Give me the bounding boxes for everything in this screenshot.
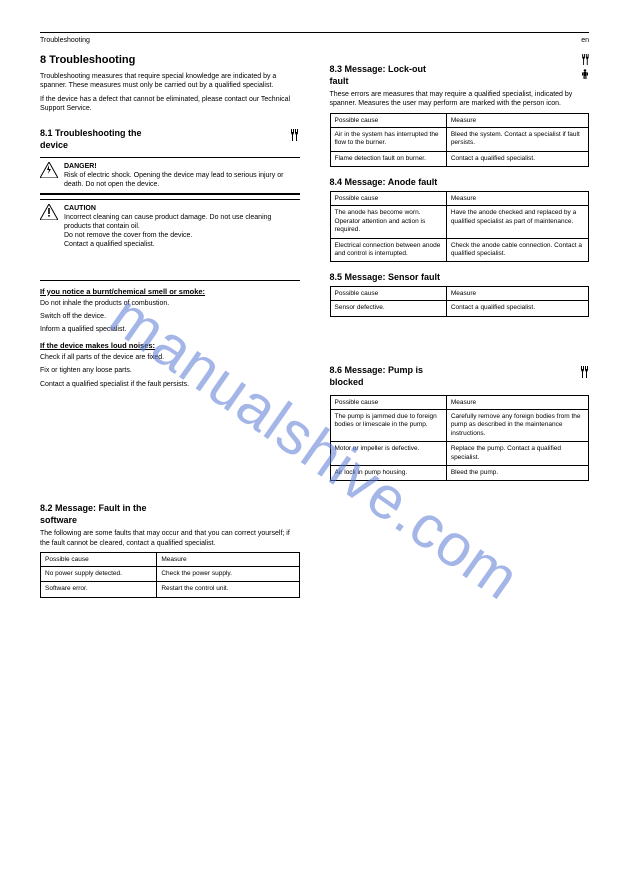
lightning-icon — [40, 162, 58, 189]
table-header: Possible cause — [41, 553, 157, 567]
table-cell: Flame detection fault on burner. — [330, 151, 446, 166]
table-cell: Check the power supply. — [157, 567, 299, 582]
table-cell: Replace the pump. Contact a qualified sp… — [446, 442, 588, 466]
intro-2: If the device has a defect that cannot b… — [40, 95, 300, 114]
table-cell: Carefully remove any foreign bodies from… — [446, 409, 588, 441]
table-pump: Possible cause Measure The pump is jamme… — [330, 395, 590, 482]
table-cell: Contact a qualified specialist. — [446, 301, 588, 316]
table-cell: The anode has become worn. Operator atte… — [330, 206, 446, 238]
section-8-2-title-a: 8.2 Message: Fault in the — [40, 503, 300, 513]
caution-title: CAUTION — [64, 204, 300, 213]
spanner-icon — [577, 366, 589, 380]
table-cell: Electrical connection between anode and … — [330, 238, 446, 262]
table-cell: Check the anode cable connection. Contac… — [446, 238, 588, 262]
spanner-icon — [580, 54, 589, 67]
person-icon — [581, 69, 589, 82]
table-cell: Bleed the pump. — [446, 466, 588, 481]
smell-2: Switch off the device. — [40, 312, 300, 321]
table-header: Measure — [446, 395, 588, 409]
smell-heading: If you notice a burnt/chemical smell or … — [40, 287, 300, 296]
section-8-6-title-a: 8.6 Message: Pump is — [330, 365, 424, 375]
smell-1: Do not inhale the products of combustion… — [40, 299, 300, 308]
spanner-icon — [288, 129, 300, 143]
section-8-3-title-a: 8.3 Message: Lock-out — [330, 64, 427, 74]
noise-3: Contact a qualified specialist if the fa… — [40, 380, 300, 389]
section-8-5-title: 8.5 Message: Sensor fault — [330, 272, 590, 282]
section-8-2-title-b: software — [40, 515, 300, 525]
table-header: Measure — [446, 192, 588, 206]
intro-1: Troubleshooting measures that require sp… — [40, 72, 300, 91]
table-header: Measure — [157, 553, 299, 567]
table-anode: Possible cause Measure The anode has bec… — [330, 191, 590, 262]
noise-1: Check if all parts of the device are fix… — [40, 353, 300, 362]
danger-title: DANGER! — [64, 162, 300, 171]
caution-body-c: Contact a qualified specialist. — [64, 240, 300, 249]
header-left: Troubleshooting — [40, 37, 90, 44]
table-cell: Have the anode checked and replaced by a… — [446, 206, 588, 238]
section-8-1-title-a: 8.1 Troubleshooting the — [40, 128, 142, 138]
table-header: Possible cause — [330, 287, 446, 301]
table-cell: Air in the system has interrupted the fl… — [330, 127, 446, 151]
caution-block: CAUTION Incorrect cleaning can cause pro… — [40, 204, 300, 249]
table-header: Possible cause — [330, 113, 446, 127]
table-cell: Sensor defective. — [330, 301, 446, 316]
top-rule — [40, 32, 589, 33]
section-8-6-title-b: blocked — [330, 377, 424, 387]
caution-body-b: Do not remove the cover from the device. — [64, 231, 300, 240]
table-cell: Software error. — [41, 582, 157, 597]
table-lockout: Possible cause Measure Air in the system… — [330, 113, 590, 167]
section-8-title: 8 Troubleshooting — [40, 54, 300, 66]
table-cell: No power supply detected. — [41, 567, 157, 582]
section-8-3-title-b: fault — [330, 76, 427, 86]
header-right: en — [581, 37, 589, 44]
page-header: Troubleshooting en — [40, 37, 589, 44]
caution-body-a: Incorrect cleaning can cause product dam… — [64, 213, 300, 231]
sw-intro: The following are some faults that may o… — [40, 529, 300, 548]
table-header: Measure — [446, 113, 588, 127]
table-cell: Motor or impeller is defective. — [330, 442, 446, 466]
lockout-intro: These errors are measures that may requi… — [330, 90, 590, 109]
section-8-1-heading: 8.1 Troubleshooting the device — [40, 118, 300, 154]
table-header: Measure — [446, 287, 588, 301]
noise-heading: If the device makes loud noises: — [40, 341, 300, 350]
table-sensor: Possible cause Measure Sensor defective.… — [330, 286, 590, 316]
danger-body: Risk of electric shock. Opening the devi… — [64, 171, 300, 189]
table-cell: The pump is jammed due to foreign bodies… — [330, 409, 446, 441]
danger-block: DANGER! Risk of electric shock. Opening … — [40, 162, 300, 189]
noise-2: Fix or tighten any loose parts. — [40, 366, 300, 375]
section-8-4-title: 8.4 Message: Anode fault — [330, 177, 590, 187]
table-header: Possible cause — [330, 192, 446, 206]
section-8-1-title-b: device — [40, 140, 142, 150]
caution-icon — [40, 204, 58, 249]
table-cell: Bleed the system. Contact a specialist i… — [446, 127, 588, 151]
table-cell: Restart the control unit. — [157, 582, 299, 597]
icon-stack — [580, 54, 589, 82]
table-software-fault: Possible cause Measure No power supply d… — [40, 552, 300, 598]
table-header: Possible cause — [330, 395, 446, 409]
smell-3: Inform a qualified specialist. — [40, 325, 300, 334]
table-cell: Air lock in pump housing. — [330, 466, 446, 481]
table-cell: Contact a qualified specialist. — [446, 151, 588, 166]
left-column: 8 Troubleshooting Troubleshooting measur… — [40, 54, 300, 606]
right-column: 8.3 Message: Lock-out fault These errors… — [330, 54, 590, 606]
